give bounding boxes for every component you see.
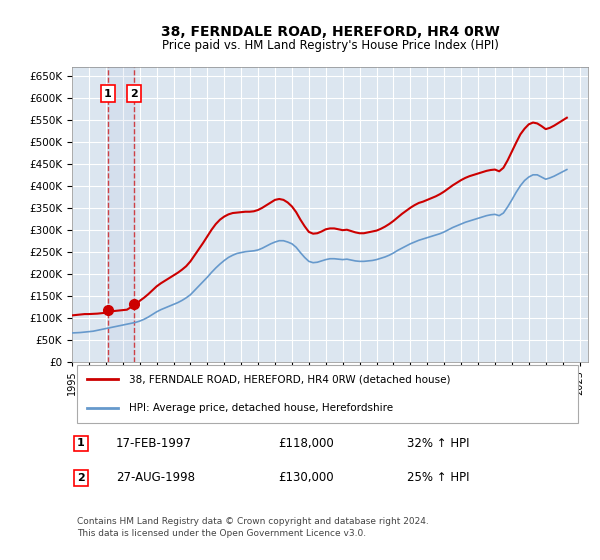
Text: £118,000: £118,000 xyxy=(278,437,334,450)
Text: 2: 2 xyxy=(130,88,138,99)
Text: HPI: Average price, detached house, Herefordshire: HPI: Average price, detached house, Here… xyxy=(129,403,393,413)
Text: 32% ↑ HPI: 32% ↑ HPI xyxy=(407,437,470,450)
Text: 25% ↑ HPI: 25% ↑ HPI xyxy=(407,472,470,484)
Text: Price paid vs. HM Land Registry's House Price Index (HPI): Price paid vs. HM Land Registry's House … xyxy=(161,39,499,52)
Text: Contains HM Land Registry data © Crown copyright and database right 2024.
This d: Contains HM Land Registry data © Crown c… xyxy=(77,517,429,538)
Text: 1: 1 xyxy=(77,438,85,449)
Text: 1: 1 xyxy=(104,88,112,99)
Text: 38, FERNDALE ROAD, HEREFORD, HR4 0RW: 38, FERNDALE ROAD, HEREFORD, HR4 0RW xyxy=(161,25,499,39)
Text: £130,000: £130,000 xyxy=(278,472,334,484)
Text: 27-AUG-1998: 27-AUG-1998 xyxy=(116,472,195,484)
Bar xyxy=(108,67,134,362)
FancyBboxPatch shape xyxy=(77,365,578,422)
Text: 2: 2 xyxy=(77,473,85,483)
Text: 17-FEB-1997: 17-FEB-1997 xyxy=(116,437,192,450)
Text: 38, FERNDALE ROAD, HEREFORD, HR4 0RW (detached house): 38, FERNDALE ROAD, HEREFORD, HR4 0RW (de… xyxy=(129,375,450,385)
